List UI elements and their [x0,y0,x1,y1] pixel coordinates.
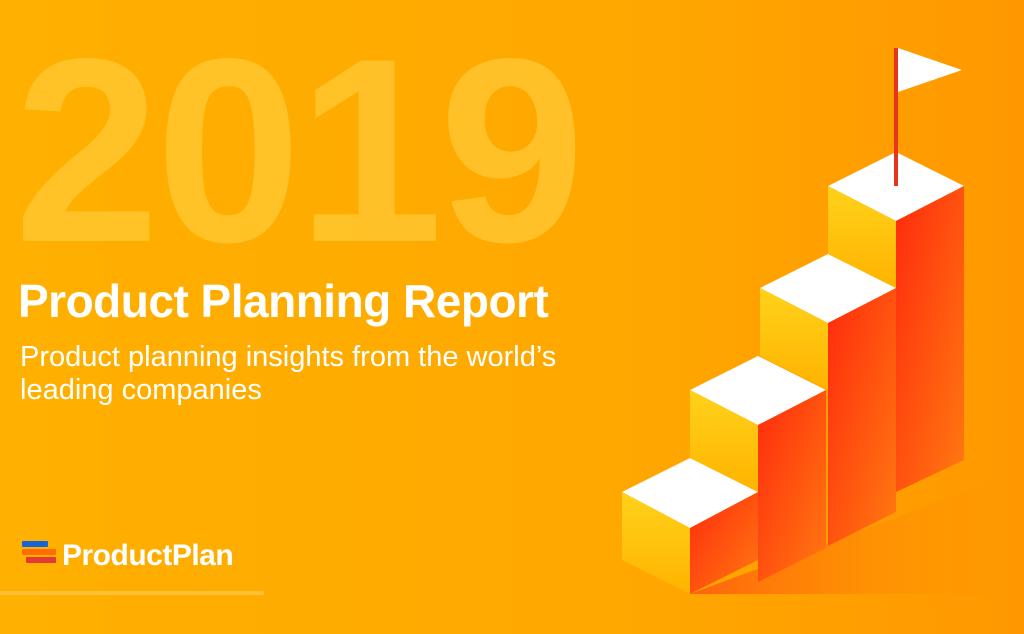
brand-name: ProductPlan [62,539,234,572]
divider-line [0,591,264,595]
brand-logo: ProductPlan [22,538,234,574]
step-2 [690,356,826,582]
step-4 [828,152,964,492]
flag-icon [894,48,962,186]
productplan-logo-icon [22,538,58,574]
step-3 [760,254,896,546]
background-year: 2019 [14,4,585,297]
report-title: Product Planning Report [18,275,549,327]
step-1 [622,458,758,594]
report-subtitle: Product planning insights from the world… [20,341,557,406]
